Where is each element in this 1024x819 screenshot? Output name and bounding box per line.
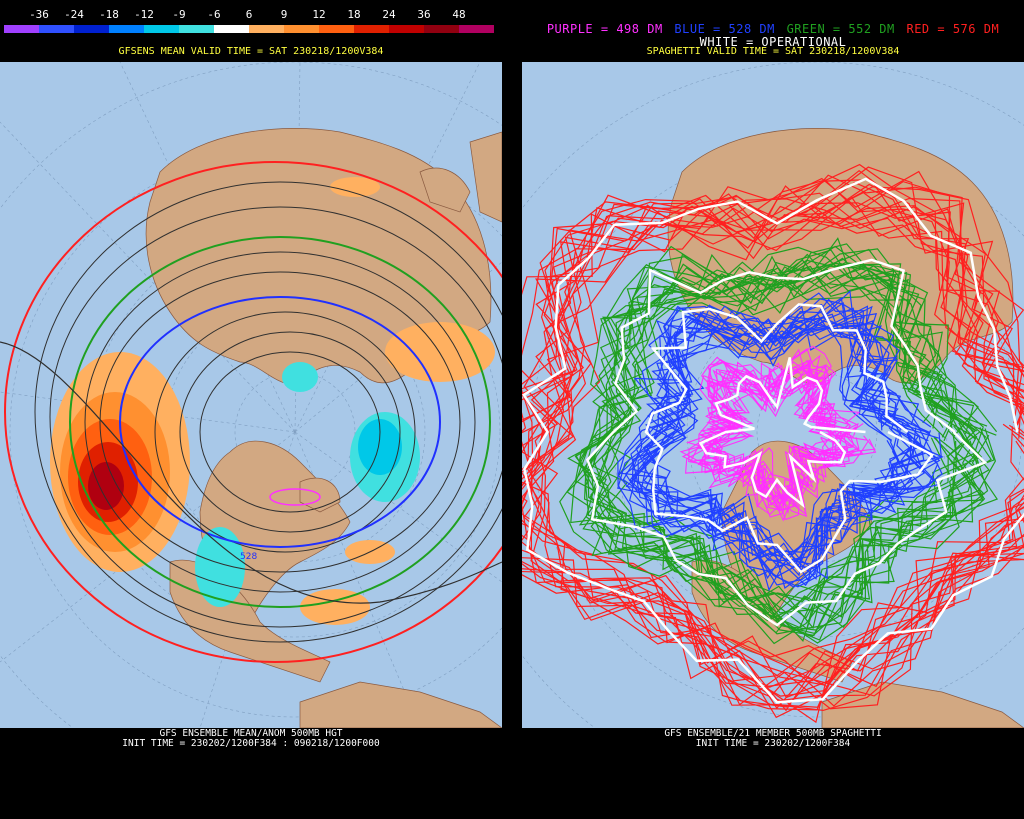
left-footer-title: GFS ENSEMBLE MEAN/ANOM 500MB HGT [159, 728, 343, 739]
spaghetti-contour [617, 315, 906, 580]
colorbar-label: -9 [172, 8, 186, 21]
left-subtitle: GFSENS MEAN VALID TIME = SAT 230218/1200… [118, 46, 384, 57]
left-footer-init: INIT TIME = 230202/1200F384 : 090218/120… [122, 738, 380, 749]
spaghetti-contour [578, 259, 998, 637]
contour-label-528: 528 [240, 552, 257, 562]
ensemble-mean-map: 528 [0, 62, 502, 728]
spaghetti-contour [522, 170, 1024, 686]
legend-green: GREEN = 552 DM [786, 22, 895, 36]
spaghetti-panel: PURPLE = 498 DM BLUE = 528 DM GREEN = 55… [522, 0, 1024, 819]
spaghetti-contour [711, 371, 867, 516]
colorbar-segment [319, 25, 354, 33]
spaghetti-contour [715, 363, 877, 521]
spaghetti-map-svg [522, 62, 1024, 728]
colorbar-segment [179, 25, 214, 33]
spaghetti-legend: PURPLE = 498 DM BLUE = 528 DM GREEN = 55… [522, 22, 1024, 36]
legend-purple: PURPLE = 498 DM [546, 22, 663, 36]
spaghetti-contour [522, 185, 1024, 707]
right-footer-title: GFS ENSEMBLE/21 MEMBER 500MB SPAGHETTI [664, 728, 882, 739]
colorbar-label: 36 [417, 8, 431, 21]
spaghetti-contour [522, 174, 1024, 712]
colorbar-label: 9 [280, 8, 288, 21]
spaghetti-contour [587, 262, 999, 641]
colorbar-segment [424, 25, 459, 33]
colorbar-label: -36 [29, 8, 49, 21]
mean-map-svg: 528 [0, 62, 502, 728]
right-footer-init: INIT TIME = 230202/1200F384 [695, 738, 851, 749]
colorbar-segment [4, 25, 39, 33]
spaghetti-contour [631, 307, 941, 577]
legend-white: WHITE = OPERATIONAL [699, 35, 847, 49]
spaghetti-contour [522, 183, 1024, 702]
colorbar-segment [74, 25, 109, 33]
colorbar-label: 6 [245, 8, 253, 21]
spaghetti-contour [527, 186, 1024, 708]
spaghetti-contour [522, 177, 1024, 704]
legend-red: RED = 576 DM [906, 22, 1000, 36]
colorbar-segment [354, 25, 389, 33]
colorbar-label: 18 [347, 8, 361, 21]
spaghetti-contour [642, 313, 943, 562]
colorbar-segment [284, 25, 319, 33]
colorbar-label: 48 [452, 8, 466, 21]
colorbar-label: 12 [312, 8, 326, 21]
panel-divider [502, 0, 522, 819]
colorbar-label: -6 [207, 8, 221, 21]
height-contours [0, 161, 502, 663]
colorbar-segment [459, 25, 494, 33]
left-footer: GFS ENSEMBLE MEAN/ANOM 500MB HGT INIT TI… [0, 729, 502, 749]
land-masses [667, 128, 1024, 728]
colorbar-segment [249, 25, 284, 33]
spaghetti-contour [522, 179, 1024, 688]
spaghetti-map [522, 62, 1024, 728]
spaghetti-contour [522, 196, 1024, 724]
spaghetti-contour [698, 357, 866, 509]
legend-blue: BLUE = 528 DM [674, 22, 775, 36]
spaghetti-contour [642, 298, 923, 573]
spaghetti-contour [633, 319, 925, 588]
spaghetti-contours [522, 163, 1024, 724]
right-footer: GFS ENSEMBLE/21 MEMBER 500MB SPAGHETTI I… [522, 729, 1024, 749]
anomaly-colorbar [4, 25, 494, 33]
colorbar-segment [109, 25, 144, 33]
colorbar-label: -18 [99, 8, 119, 21]
colorbar-label: -24 [64, 8, 84, 21]
spaghetti-contour [617, 312, 917, 588]
spaghetti-contour [590, 245, 990, 642]
right-subtitle: SPAGHETTI VALID TIME = SAT 230218/1200V3… [646, 46, 900, 57]
spaghetti-contour [583, 262, 957, 629]
spaghetti-contour [688, 362, 850, 516]
spaghetti-contour [522, 163, 1024, 687]
colorbar-label: 24 [382, 8, 396, 21]
colorbar-label: -12 [134, 8, 154, 21]
spaghetti-contour [585, 258, 988, 627]
colorbar-labels: -36 -24 -18 -12 -9 -6 6 9 12 18 24 36 48 [0, 8, 502, 22]
colorbar-segment [389, 25, 424, 33]
colorbar-segment [214, 25, 249, 33]
spaghetti-contour [522, 192, 1024, 712]
ensemble-mean-panel: -36 -24 -18 -12 -9 -6 6 9 12 18 24 36 48 GFSENS MEAN… [0, 0, 502, 819]
colorbar-segment [144, 25, 179, 33]
colorbar-segment [39, 25, 74, 33]
spaghetti-contour [522, 198, 1024, 710]
spaghetti-contour [644, 303, 935, 574]
